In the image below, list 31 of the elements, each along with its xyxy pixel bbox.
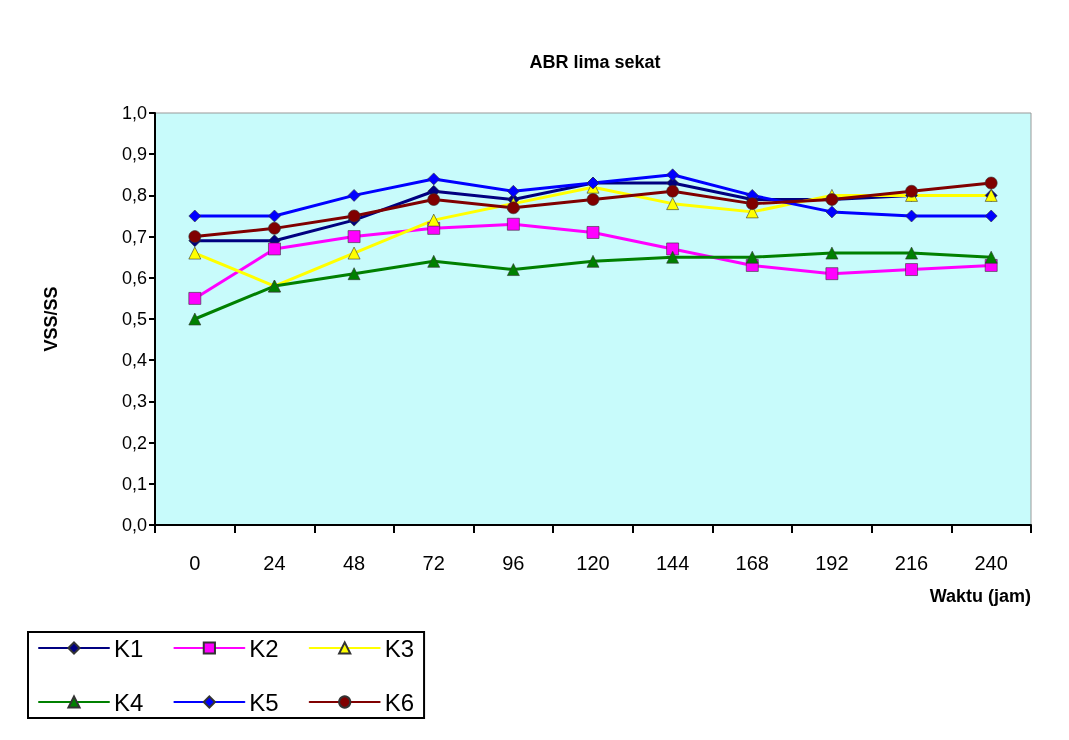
- y-tick-label: 0,3: [121, 391, 147, 412]
- y-tick-label: 0,8: [121, 185, 147, 206]
- y-tick-label: 0,2: [121, 432, 147, 453]
- legend-label: K6: [384, 688, 415, 716]
- x-tick-label: 120: [576, 552, 610, 574]
- legend-label: K4: [114, 688, 144, 716]
- y-tick-label: 1,0: [121, 103, 147, 123]
- x-axis-title: Waktu (jam): [929, 586, 1031, 606]
- x-tick-label: 240: [974, 552, 1008, 574]
- y-tick-label: 0,9: [121, 144, 147, 165]
- chart-title: ABR lima sekat: [529, 52, 661, 72]
- y-axis-title: VSS/SS: [41, 286, 61, 352]
- y-tick-label: 0,7: [121, 226, 147, 247]
- y-tick-label: 0,5: [121, 309, 147, 329]
- x-tick-label: 216: [894, 552, 929, 574]
- x-tick-label: 168: [735, 552, 769, 574]
- legend-label: K3: [384, 634, 415, 662]
- y-tick-label: 0,0: [121, 515, 147, 535]
- legend-label: K1: [114, 634, 144, 662]
- x-tick-label: 48: [342, 552, 366, 574]
- x-tick-label: 96: [502, 552, 525, 574]
- y-tick-label: 0,6: [121, 267, 147, 288]
- x-tick-label: 0: [189, 552, 201, 574]
- x-tick-label: 144: [655, 552, 690, 574]
- y-tick-label: 0,4: [121, 350, 147, 371]
- y-tick-label: 0,1: [121, 473, 147, 494]
- legend-label: K2: [249, 634, 279, 662]
- legend-label: K5: [249, 688, 279, 716]
- x-tick-label: 192: [815, 552, 849, 574]
- x-tick-label: 72: [422, 552, 445, 574]
- x-tick-label: 24: [263, 552, 286, 574]
